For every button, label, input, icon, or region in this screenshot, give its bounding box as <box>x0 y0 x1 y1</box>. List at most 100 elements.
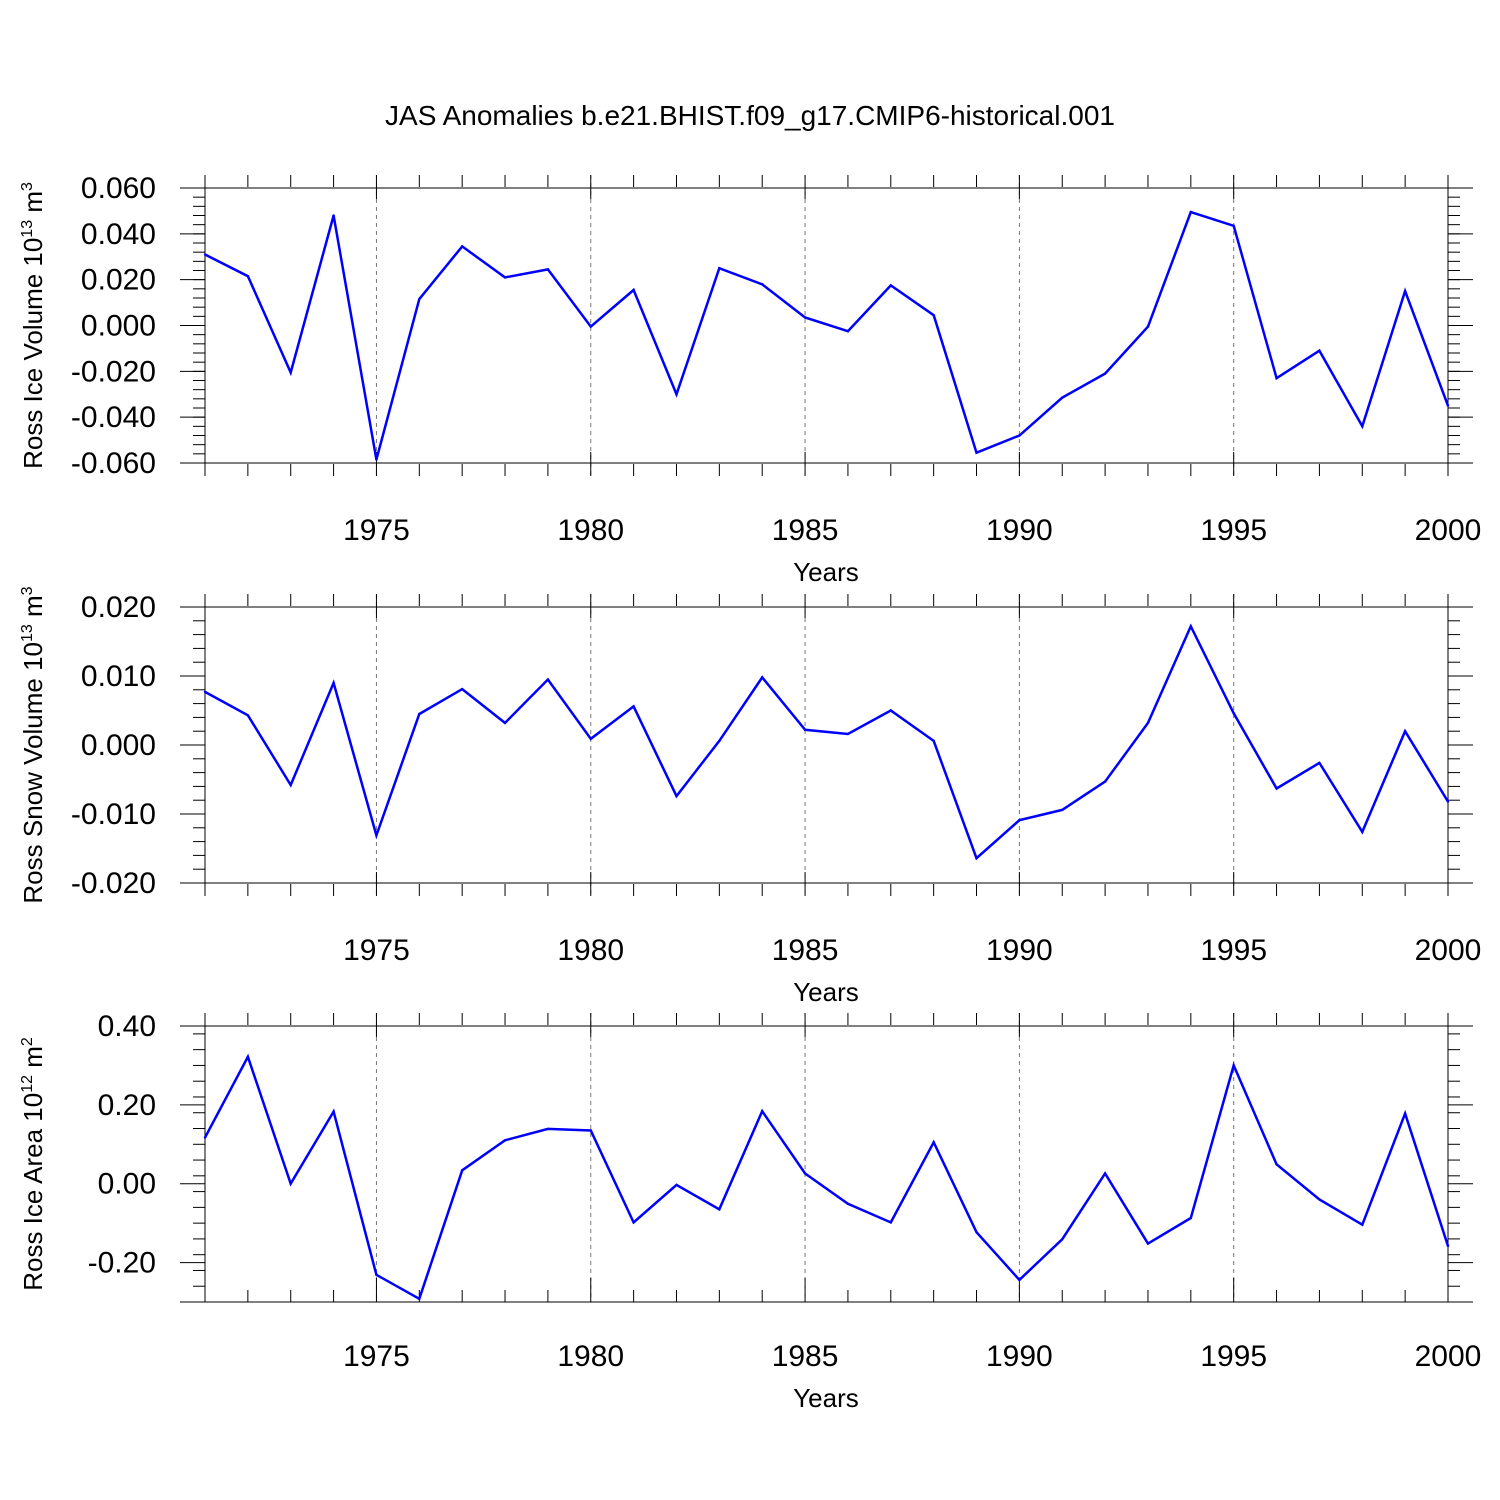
data-point <box>1061 396 1064 399</box>
x-tick-label: 1985 <box>772 934 839 967</box>
data-point <box>1318 761 1321 765</box>
y-tick-label: 0.000 <box>81 310 156 343</box>
data-point <box>418 712 421 716</box>
x-tick-label: 1985 <box>772 514 839 547</box>
data-point <box>761 676 764 679</box>
x-axis-label: Years <box>793 1383 859 1413</box>
data-point <box>1189 1216 1193 1220</box>
data-point <box>889 709 892 712</box>
data-point <box>460 687 464 691</box>
x-axis-label: Years <box>793 557 859 587</box>
x-tick-label: 1980 <box>557 934 624 967</box>
data-point <box>1146 721 1150 725</box>
x-tick-label: 1995 <box>1200 934 1267 967</box>
data-point <box>932 739 935 743</box>
data-point <box>1275 1163 1278 1166</box>
x-tick-label: 1980 <box>557 1340 624 1373</box>
data-point <box>289 371 292 374</box>
data-point <box>1146 1242 1150 1245</box>
data-point <box>375 458 378 461</box>
y-tick-label: 0.20 <box>98 1089 156 1122</box>
data-point <box>203 1136 207 1139</box>
x-tick-label: 1990 <box>986 514 1053 547</box>
data-point <box>1361 1223 1364 1226</box>
data-point <box>589 1129 592 1132</box>
data-point <box>975 1231 978 1234</box>
y-tick-label: -0.060 <box>71 447 156 480</box>
y-tick-label: -0.010 <box>71 798 156 831</box>
data-point <box>375 1273 378 1276</box>
data-point <box>503 1139 507 1142</box>
data-point <box>1318 1198 1321 1201</box>
series-line <box>203 1053 1450 1301</box>
data-point <box>418 297 421 301</box>
data-point <box>289 783 292 787</box>
y-tick-label: 0.010 <box>81 660 156 693</box>
data-point <box>1103 780 1107 783</box>
data-point <box>889 284 892 287</box>
x-tick-label: 2000 <box>1415 1340 1482 1373</box>
y-tick-label: 0.040 <box>81 218 156 251</box>
x-tick-label: 1990 <box>986 1340 1053 1373</box>
data-point <box>246 275 250 278</box>
y-tick-label: -0.20 <box>88 1247 156 1280</box>
data-point <box>1103 1172 1107 1175</box>
data-point <box>1061 1238 1064 1241</box>
data-point <box>1403 730 1407 733</box>
x-tick-label: 1995 <box>1200 514 1267 547</box>
x-tick-label: 2000 <box>1415 934 1482 967</box>
data-point <box>803 1172 807 1175</box>
data-point <box>718 267 721 270</box>
data-point <box>332 681 335 685</box>
figure-title: JAS Anomalies b.e21.BHIST.f09_g17.CMIP6-… <box>385 100 1115 131</box>
y-tick-label: 0.020 <box>81 591 156 624</box>
data-point <box>589 325 592 328</box>
data-point <box>1403 289 1407 293</box>
data-point <box>460 1169 464 1172</box>
data-point <box>1232 224 1235 228</box>
data-point <box>932 1141 935 1144</box>
y-tick-label: 0.000 <box>81 729 156 762</box>
data-point <box>1018 434 1021 437</box>
data-point <box>975 451 978 454</box>
data-point <box>889 1221 892 1224</box>
data-point <box>718 1208 721 1211</box>
data-point <box>1189 625 1193 628</box>
data-point <box>332 214 335 217</box>
data-point <box>675 794 678 798</box>
panel-ice-area: 0.40 0.20 0.00 -0.20 1975 1980 1985 1990 1995 200… <box>18 1010 1481 1413</box>
data-point <box>718 739 721 743</box>
data-point <box>1446 800 1450 803</box>
data-point <box>203 690 207 694</box>
y-tick-label: -0.020 <box>71 355 156 388</box>
x-tick-label: 1975 <box>343 514 410 547</box>
data-point <box>1189 210 1193 214</box>
y-tick-label: -0.020 <box>71 867 156 900</box>
y-tick-label: 0.40 <box>98 1010 156 1043</box>
data-point <box>1146 325 1150 328</box>
y-axis-label: Ross Ice Area 1012 m2 <box>18 1037 48 1291</box>
data-point <box>1318 349 1321 352</box>
y-tick-label: 0.060 <box>81 172 156 205</box>
data-point <box>1403 1112 1407 1115</box>
data-point <box>1232 712 1235 715</box>
data-point <box>1018 1278 1021 1282</box>
data-point <box>632 1221 635 1224</box>
y-axis-label: Ross Snow Volume 1013 m3 <box>18 586 48 903</box>
data-point <box>846 330 850 333</box>
data-point <box>1361 830 1364 834</box>
y-axis-label: Ross Ice Volume 1013 m3 <box>18 182 48 469</box>
x-tick-label: 1990 <box>986 934 1053 967</box>
data-point <box>460 245 464 248</box>
y-tick-label: -0.040 <box>71 401 156 434</box>
data-point <box>1446 404 1450 407</box>
x-tick-label: 2000 <box>1415 514 1482 547</box>
data-point <box>246 1055 250 1058</box>
data-point <box>803 316 807 319</box>
data-point <box>761 1109 764 1113</box>
data-point <box>1018 819 1021 822</box>
x-tick-label: 1985 <box>772 1340 839 1373</box>
data-point <box>932 313 935 317</box>
data-point <box>1061 808 1064 812</box>
data-point <box>418 1297 421 1301</box>
